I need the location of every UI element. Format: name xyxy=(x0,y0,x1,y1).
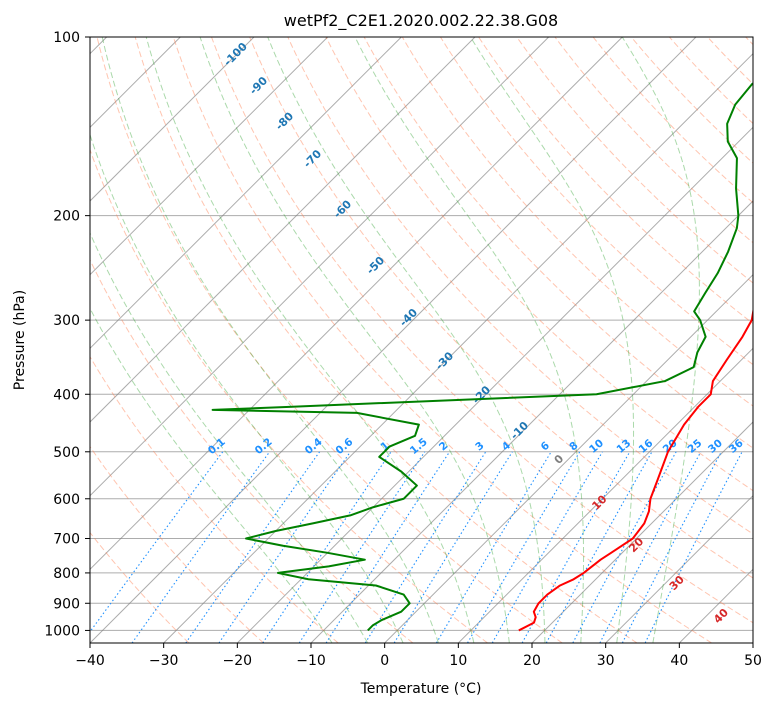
y-tick-label: 300 xyxy=(53,313,80,329)
x-tick-label: 0 xyxy=(380,653,389,669)
x-tick-label: −20 xyxy=(223,653,253,669)
y-tick-label: 200 xyxy=(53,209,80,225)
x-tick-label: −30 xyxy=(149,653,179,669)
x-tick-label: −40 xyxy=(75,653,105,669)
x-axis-label: Temperature (°C) xyxy=(360,681,482,697)
y-tick-label: 600 xyxy=(53,492,80,508)
y-tick-label: 500 xyxy=(53,445,80,461)
y-tick-label: 1000 xyxy=(44,623,80,639)
x-tick-label: 40 xyxy=(670,653,688,669)
y-tick-label: 800 xyxy=(53,566,80,582)
y-tick-label: 700 xyxy=(53,532,80,548)
y-tick-label: 400 xyxy=(53,387,80,403)
x-tick-label: 20 xyxy=(523,653,541,669)
x-tick-label: 10 xyxy=(449,653,467,669)
x-tick-label: 50 xyxy=(744,653,762,669)
x-tick-label: 30 xyxy=(597,653,615,669)
y-tick-label: 900 xyxy=(53,596,80,612)
x-tick-label: −10 xyxy=(296,653,326,669)
y-tick-label: 100 xyxy=(53,30,80,46)
chart-title: wetPf2_C2E1.2020.002.22.38.G08 xyxy=(284,11,558,31)
y-axis-label: Pressure (hPa) xyxy=(12,290,28,390)
